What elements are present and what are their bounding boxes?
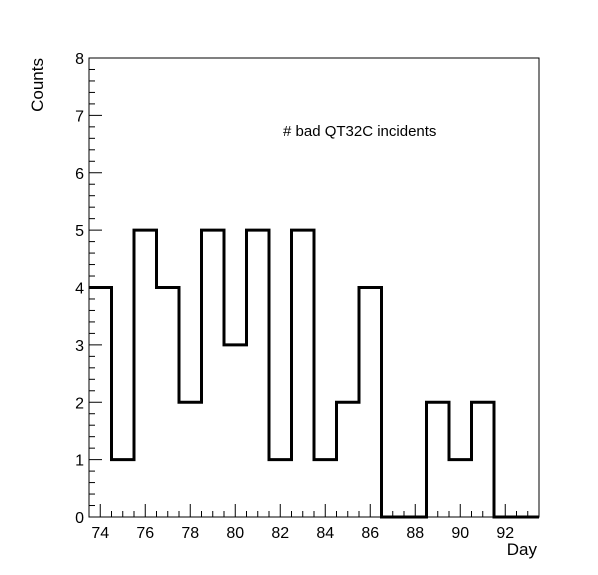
x-tick-label: 78 <box>181 525 199 542</box>
y-tick-label: 8 <box>75 51 84 68</box>
x-tick-label: 92 <box>496 525 514 542</box>
y-tick-label: 2 <box>75 395 84 412</box>
x-tick-label: 84 <box>316 525 334 542</box>
y-axis-label: Counts <box>28 58 47 112</box>
y-tick-label: 5 <box>75 223 84 240</box>
x-tick-label: 86 <box>361 525 379 542</box>
x-tick-label: 76 <box>136 525 154 542</box>
y-tick-label: 1 <box>75 453 84 470</box>
y-tick-label: 6 <box>75 166 84 183</box>
annotation-text: # bad QT32C incidents <box>283 123 436 140</box>
y-tick-label: 3 <box>75 338 84 355</box>
y-tick-label: 4 <box>75 281 84 298</box>
x-axis-label: Day <box>507 540 538 559</box>
x-tick-label: 88 <box>406 525 424 542</box>
x-tick-label: 82 <box>271 525 289 542</box>
y-tick-label: 0 <box>75 510 84 527</box>
x-tick-label: 90 <box>451 525 469 542</box>
x-tick-label: 74 <box>91 525 109 542</box>
histogram-series-line <box>89 228 539 519</box>
y-tick-label: 7 <box>75 108 84 125</box>
x-tick-label: 80 <box>226 525 244 542</box>
